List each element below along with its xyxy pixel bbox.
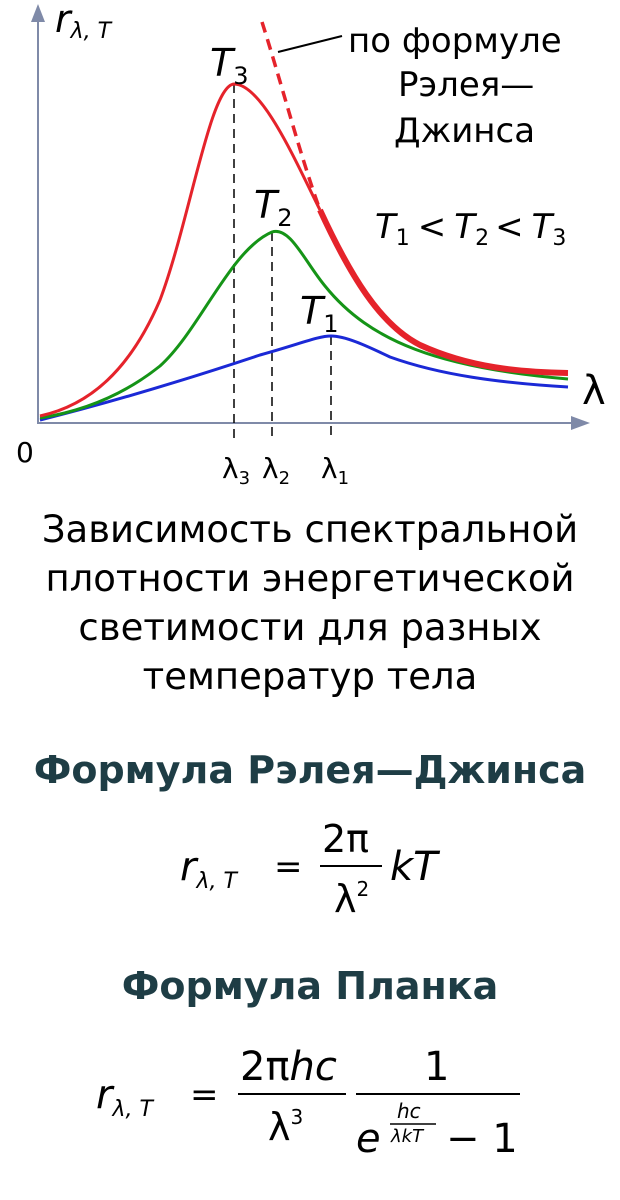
tick-lambda3: λ3 xyxy=(222,452,250,489)
rj-denominator: λ2 xyxy=(334,877,369,921)
rj-leader-line xyxy=(277,35,343,53)
rj-label-line1: по формуле xyxy=(348,21,562,61)
tick-lambda2: λ2 xyxy=(262,452,290,489)
planck-one: 1 xyxy=(424,1044,449,1090)
planck-minus-one: − 1 xyxy=(446,1116,518,1162)
curve-label-t3: T3 xyxy=(210,41,249,90)
rj-label-line3: Джинса xyxy=(394,111,535,151)
y-axis-label: rλ, T xyxy=(55,0,113,44)
planck-equals: = xyxy=(190,1075,219,1115)
planck-numerator: 2πhc xyxy=(240,1044,337,1090)
tick-lambda1: λ1 xyxy=(321,452,349,489)
rayleigh-jeans-dashed xyxy=(260,21,322,211)
graph-caption: Зависимость спектральной плотности энерг… xyxy=(0,505,620,701)
curve-t1 xyxy=(39,334,569,422)
planck-heading: Формула Планка xyxy=(121,964,499,1008)
caption-line-4: температур тела xyxy=(142,655,478,698)
x-axis-arrow xyxy=(571,416,590,430)
caption-line-2: плотности энергетической xyxy=(45,557,575,600)
rj-equals: = xyxy=(274,847,303,887)
y-axis-arrow xyxy=(31,4,45,22)
rj-lhs: rλ, T xyxy=(180,844,238,894)
origin-label: 0 xyxy=(16,436,34,469)
planck-formula: rλ, T = 2πhc λ3 1 e hc λkT − 1 xyxy=(96,1044,520,1162)
curve-t2 xyxy=(39,229,569,420)
curve-t3 xyxy=(39,82,322,418)
rayleigh-jeans-heading: Формула Рэлея—Джинса xyxy=(33,748,587,792)
caption-line-3: светимости для разных xyxy=(78,606,542,649)
x-axis-label: λ xyxy=(582,368,606,414)
rj-tail: kT xyxy=(390,844,441,890)
rj-numerator: 2π xyxy=(322,817,369,861)
caption-line-1: Зависимость спектральной xyxy=(41,508,579,551)
planck-denominator-1: λ3 xyxy=(268,1105,303,1149)
planck-exp-num: hc xyxy=(397,1099,421,1123)
planck-e: e xyxy=(356,1116,381,1162)
temperature-inequality: T1 < T2 < T3 xyxy=(375,207,566,251)
rj-label-line2: Рэлея— xyxy=(398,65,534,105)
curve-label-t1: T1 xyxy=(300,289,339,338)
planck-exp-den: λkT xyxy=(390,1126,425,1147)
curve-label-t2: T2 xyxy=(254,183,293,232)
planck-lhs: rλ, T xyxy=(96,1072,154,1122)
rayleigh-jeans-formula: rλ, T = 2π λ2 kT xyxy=(180,817,441,921)
radiation-graph: rλ, T λ 0 T3 T2 T1 по формуле Рэлея— Джи… xyxy=(16,0,606,489)
curve-t3-merged-rj xyxy=(317,208,569,376)
y-axis-label-sub: λ, T xyxy=(70,19,113,44)
